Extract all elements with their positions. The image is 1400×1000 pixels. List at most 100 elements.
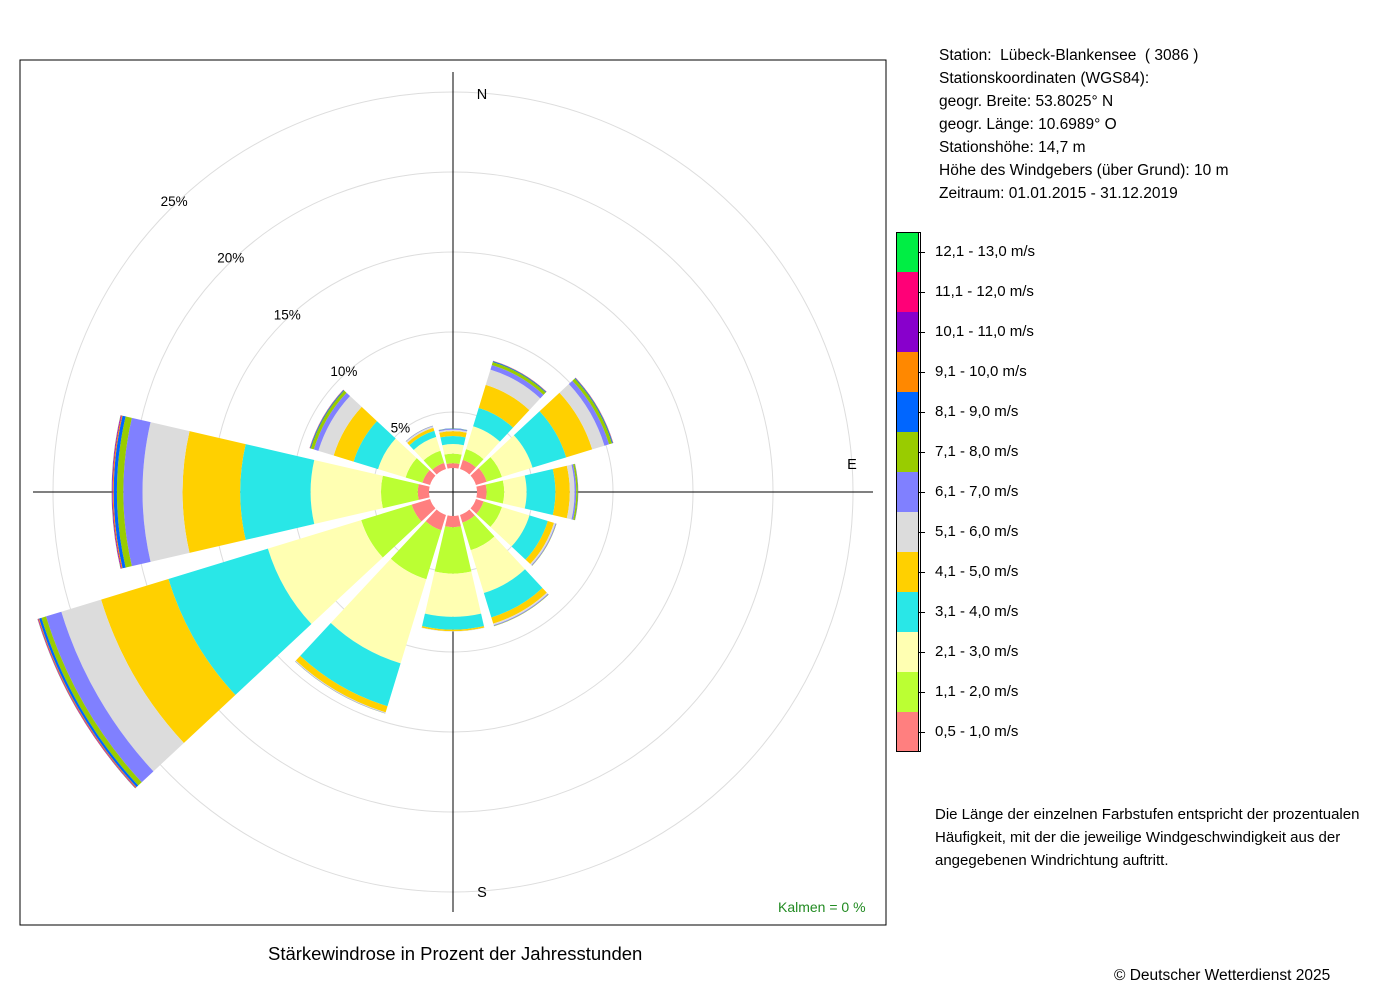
legend-label: 8,1 - 9,0 m/s	[935, 403, 1019, 420]
sector-30-class-4	[478, 384, 530, 428]
sector-30-class-5	[485, 369, 541, 411]
legend-swatch	[896, 712, 919, 752]
time-period: Zeitraum: 01.01.2015 - 31.12.2019	[939, 185, 1178, 202]
sector-270-class-5	[142, 422, 190, 562]
legend-tick	[919, 292, 925, 293]
legend-item: 7,1 - 8,0 m/s	[896, 432, 1096, 472]
sector-120-class-5	[530, 522, 556, 566]
legend-tick	[919, 372, 925, 373]
sector-90-class-5	[566, 464, 575, 520]
sector-120-class-3	[511, 515, 548, 560]
sector-330	[405, 425, 446, 475]
legend-label: 12,1 - 13,0 m/s	[935, 243, 1036, 260]
sector-330-class-3	[409, 430, 437, 450]
legend-swatch	[896, 392, 919, 432]
legend-explanation: Die Länge der einzelnen Farbstufen entsp…	[935, 806, 1360, 869]
sector-270-class-9	[112, 415, 123, 569]
sector-90-class-4	[552, 465, 570, 519]
legend-item: 11,1 - 12,0 m/s	[896, 272, 1096, 312]
legend-tick	[919, 492, 925, 493]
station-altitude: Stationshöhe: 14,7 m	[939, 139, 1086, 156]
sector-0-class-1	[444, 453, 462, 464]
sector-60-class-4	[539, 392, 593, 458]
sector-270-class-8	[113, 415, 126, 569]
sector-0-class-5	[438, 429, 468, 433]
legend-tick	[919, 332, 925, 333]
sector-270-class-7	[116, 416, 132, 568]
sector-300-class-1	[405, 458, 430, 483]
legend-tick	[919, 252, 925, 253]
legend-swatch	[896, 352, 919, 392]
sector-90-class-7	[573, 463, 578, 521]
sector-150-class-2	[470, 536, 526, 593]
sector-300-class-5	[318, 395, 362, 456]
sector-300-class-7	[310, 390, 347, 450]
copyright: © Deutscher Wetterdienst 2025	[1114, 967, 1331, 984]
station-latitude: geogr. Breite: 53.8025° N	[939, 93, 1114, 110]
sector-180-class-3	[422, 613, 484, 630]
legend-item: 6,1 - 7,0 m/s	[896, 472, 1096, 512]
sector-180-class-0	[445, 515, 461, 528]
sector-120	[470, 499, 557, 566]
sector-240-class-4	[101, 579, 236, 743]
legend-item: 0,5 - 1,0 m/s	[896, 712, 1096, 752]
sector-300-class-6	[313, 392, 351, 451]
sector-60	[470, 377, 614, 485]
station-longitude: geogr. Länge: 10.6989° O	[939, 116, 1117, 133]
legend-swatch	[896, 512, 919, 552]
sector-270	[111, 415, 430, 569]
sector-0-class-0	[446, 463, 460, 469]
legend-tick	[919, 732, 925, 733]
legend-label: 1,1 - 2,0 m/s	[935, 683, 1019, 700]
ring-label-10%: 10%	[330, 364, 357, 379]
sector-120-class-0	[470, 499, 484, 514]
sector-300-class-3	[353, 421, 396, 470]
sector-30-class-3	[473, 407, 514, 442]
sector-210-class-0	[425, 509, 446, 531]
sector-0-class-3	[440, 436, 466, 446]
sector-270-class-12	[111, 415, 121, 569]
chart-title: Stärkewindrose in Prozent der Jahresstun…	[268, 943, 643, 964]
sector-270-class-3	[240, 444, 315, 540]
ring-label-15%: 15%	[274, 307, 301, 322]
legend-item: 4,1 - 5,0 m/s	[896, 552, 1096, 592]
compass-label-S: S	[477, 885, 487, 901]
sector-0	[438, 428, 468, 469]
legend-tick	[919, 412, 925, 413]
sector-30-class-2	[466, 426, 500, 460]
legend-label: 3,1 - 4,0 m/s	[935, 603, 1019, 620]
sector-0-class-8	[438, 428, 468, 431]
legend-tick	[919, 612, 925, 613]
sector-240-class-5	[61, 599, 184, 772]
sector-60-class-3	[513, 411, 567, 468]
legend-swatch	[896, 632, 919, 672]
sector-180-class-2	[424, 571, 482, 617]
sector-180-class-5	[421, 627, 485, 632]
sector-90-class-2	[502, 475, 527, 509]
sector-270-class-2	[310, 459, 383, 525]
sector-330-class-1	[423, 450, 445, 470]
legend-label: 4,1 - 5,0 m/s	[935, 563, 1019, 580]
legend-label: 5,1 - 6,0 m/s	[935, 523, 1019, 540]
sector-150-class-5	[493, 592, 548, 626]
sector-90	[476, 463, 579, 521]
sector-300-class-0	[422, 470, 436, 485]
legend-tick	[919, 572, 925, 573]
legend-label: 7,1 - 8,0 m/s	[935, 443, 1019, 460]
legend-swatch	[896, 432, 919, 472]
legend-tick	[919, 652, 925, 653]
sector-300	[309, 389, 436, 485]
sector-0-class-2	[442, 443, 464, 455]
sector-30	[460, 360, 547, 475]
sector-90-class-3	[524, 468, 556, 516]
station-coordinates-heading: Stationskoordinaten (WGS84):	[939, 70, 1150, 87]
legend-tick	[919, 452, 925, 453]
legend-item: 8,1 - 9,0 m/s	[896, 392, 1096, 432]
legend-label: 6,1 - 7,0 m/s	[935, 483, 1019, 500]
legend-tick	[919, 692, 925, 693]
sector-270-class-4	[182, 431, 246, 553]
sector-60-class-1	[478, 457, 502, 482]
sector-240-class-2	[267, 520, 383, 625]
sector-210-class-3	[300, 623, 401, 707]
sector-330-class-5	[406, 426, 434, 443]
